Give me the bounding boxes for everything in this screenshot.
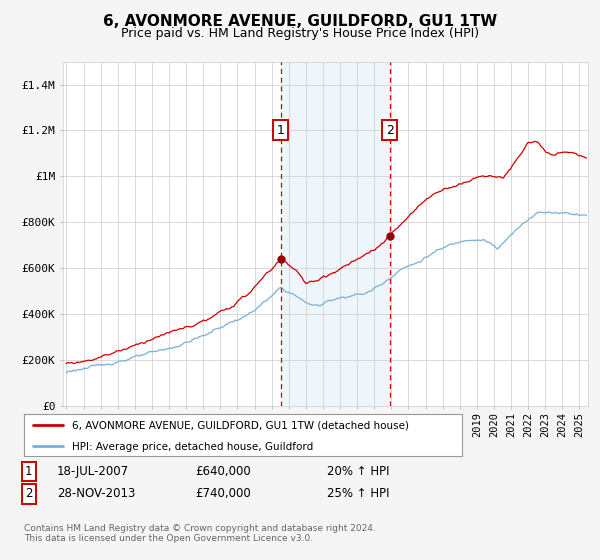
Text: 25% ↑ HPI: 25% ↑ HPI: [327, 487, 389, 501]
Text: HPI: Average price, detached house, Guildford: HPI: Average price, detached house, Guil…: [72, 442, 313, 452]
Text: £740,000: £740,000: [195, 487, 251, 501]
Text: Price paid vs. HM Land Registry's House Price Index (HPI): Price paid vs. HM Land Registry's House …: [121, 27, 479, 40]
Text: 6, AVONMORE AVENUE, GUILDFORD, GU1 1TW: 6, AVONMORE AVENUE, GUILDFORD, GU1 1TW: [103, 14, 497, 29]
Text: 2: 2: [25, 487, 32, 501]
Text: £640,000: £640,000: [195, 465, 251, 478]
Text: 1: 1: [277, 124, 285, 137]
Bar: [281, 62, 390, 406]
Text: 18-JUL-2007: 18-JUL-2007: [57, 465, 129, 478]
Text: 1: 1: [25, 465, 32, 478]
Text: 2: 2: [386, 124, 394, 137]
Text: 20% ↑ HPI: 20% ↑ HPI: [327, 465, 389, 478]
Text: Contains HM Land Registry data © Crown copyright and database right 2024.
This d: Contains HM Land Registry data © Crown c…: [24, 524, 376, 543]
Text: 6, AVONMORE AVENUE, GUILDFORD, GU1 1TW (detached house): 6, AVONMORE AVENUE, GUILDFORD, GU1 1TW (…: [72, 421, 409, 431]
Text: 28-NOV-2013: 28-NOV-2013: [57, 487, 136, 501]
